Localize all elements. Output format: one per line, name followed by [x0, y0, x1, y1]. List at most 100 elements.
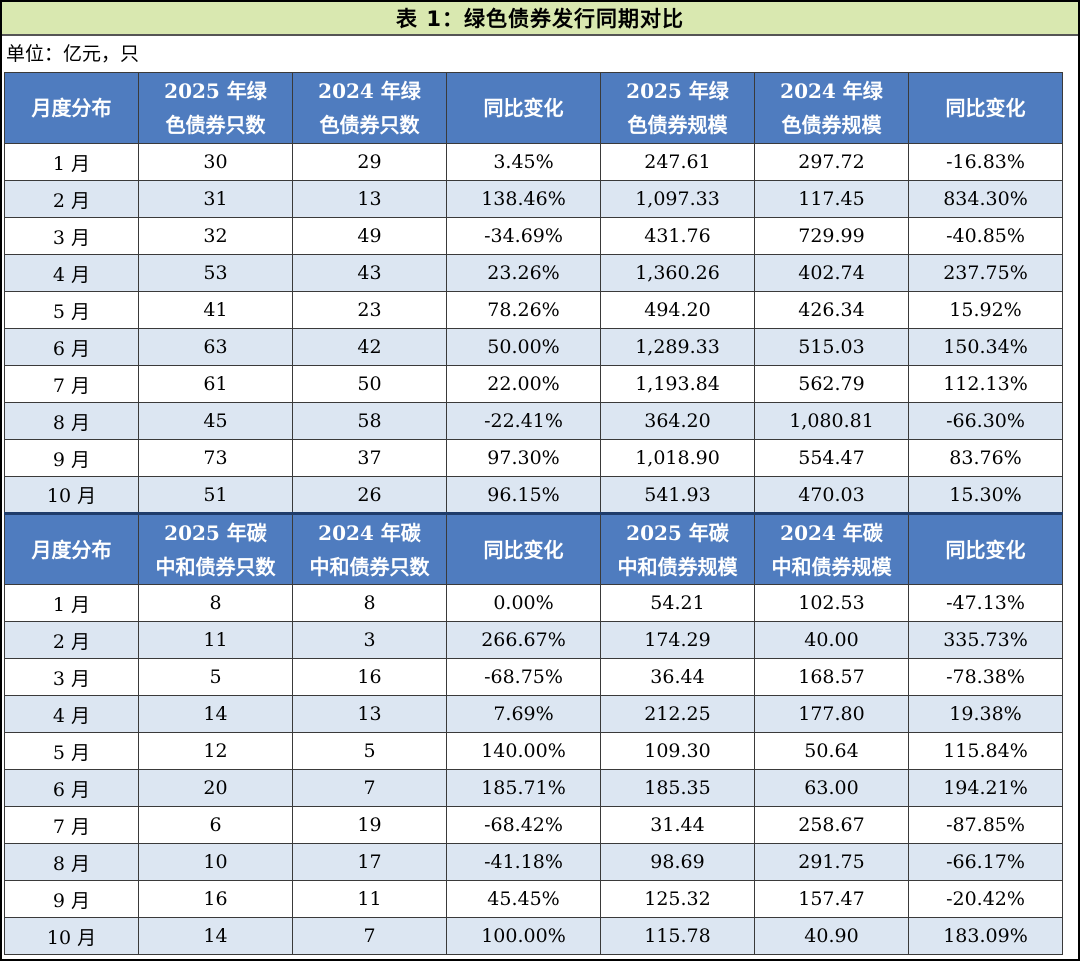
month-cell: 1 月 — [4, 584, 139, 622]
table-row: 6 月 20 7 185.71% 185.35 63.00 194.21% — [4, 769, 1063, 807]
value-cell: 6 — [138, 806, 293, 844]
value-cell: 50.64 — [754, 732, 909, 770]
table-row: 7 月 61 50 22.00% 1,193.84 562.79 112.13% — [4, 365, 1063, 403]
value-cell: 168.57 — [754, 658, 909, 696]
value-cell: 36.44 — [600, 658, 755, 696]
month-cell: 6 月 — [4, 769, 139, 807]
value-cell: 1,193.84 — [600, 365, 755, 403]
column-header: 2024 年碳中和债券只数 — [292, 512, 447, 585]
column-header: 同比变化 — [908, 72, 1063, 144]
month-cell: 4 月 — [4, 695, 139, 733]
value-cell: 26 — [292, 476, 447, 514]
value-cell: 45.45% — [446, 880, 601, 918]
value-cell: -87.85% — [908, 806, 1063, 844]
table-row: 8 月 45 58 -22.41% 364.20 1,080.81 -66.30% — [4, 402, 1063, 440]
value-cell: 11 — [292, 880, 447, 918]
value-cell: 17 — [292, 843, 447, 881]
value-cell: 58 — [292, 402, 447, 440]
table-row: 7 月 6 19 -68.42% 31.44 258.67 -87.85% — [4, 806, 1063, 844]
value-cell: 335.73% — [908, 621, 1063, 659]
value-cell: 19.38% — [908, 695, 1063, 733]
value-cell: 51 — [138, 476, 293, 514]
value-cell: 115.84% — [908, 732, 1063, 770]
column-header-label: 同比变化 — [483, 537, 564, 562]
table-row: 10 月 14 7 100.00% 115.78 40.90 183.09% — [4, 917, 1063, 955]
value-cell: 470.03 — [754, 476, 909, 514]
table-body: 月度分布 2025 年绿色债券只数 2024 年绿色债券只数 同比变化 2025 年绿色… — [4, 72, 1063, 955]
value-cell: 97.30% — [446, 439, 601, 477]
value-cell: 157.47 — [754, 880, 909, 918]
value-cell: 125.32 — [600, 880, 755, 918]
value-cell: 15.30% — [908, 476, 1063, 514]
table-row: 3 月 5 16 -68.75% 36.44 168.57 -78.38% — [4, 658, 1063, 696]
column-header: 2024 年碳中和债券规模 — [754, 512, 909, 585]
value-cell: -20.42% — [908, 880, 1063, 918]
value-cell: -68.42% — [446, 806, 601, 844]
value-cell: 1,360.26 — [600, 254, 755, 292]
value-cell: 31.44 — [600, 806, 755, 844]
value-cell: 834.30% — [908, 180, 1063, 218]
value-cell: 5 — [292, 732, 447, 770]
value-cell: 291.75 — [754, 843, 909, 881]
value-cell: 50.00% — [446, 328, 601, 366]
value-cell: 7 — [292, 917, 447, 955]
column-header: 同比变化 — [446, 72, 601, 144]
value-cell: 12 — [138, 732, 293, 770]
value-cell: 117.45 — [754, 180, 909, 218]
value-cell: 96.15% — [446, 476, 601, 514]
month-cell: 3 月 — [4, 217, 139, 255]
value-cell: 7.69% — [446, 695, 601, 733]
column-header-label: 同比变化 — [945, 96, 1026, 120]
value-cell: -40.85% — [908, 217, 1063, 255]
value-cell: 7 — [292, 769, 447, 807]
value-cell: 0.00% — [446, 584, 601, 622]
month-cell: 3 月 — [4, 658, 139, 696]
value-cell: 16 — [138, 880, 293, 918]
month-cell: 10 月 — [4, 917, 139, 955]
month-cell: 8 月 — [4, 402, 139, 440]
value-cell: 174.29 — [600, 621, 755, 659]
value-cell: 53 — [138, 254, 293, 292]
month-cell: 7 月 — [4, 806, 139, 844]
value-cell: 43 — [292, 254, 447, 292]
value-cell: 29 — [292, 143, 447, 181]
column-header-label: 2024 年碳中和债券只数 — [309, 520, 430, 579]
month-cell: 2 月 — [4, 180, 139, 218]
table-row: 4 月 53 43 23.26% 1,360.26 402.74 237.75% — [4, 254, 1063, 292]
value-cell: 112.13% — [908, 365, 1063, 403]
month-cell: 2 月 — [4, 621, 139, 659]
value-cell: 258.67 — [754, 806, 909, 844]
column-header-label: 2025 年碳中和债券规模 — [617, 520, 738, 579]
column-header: 2024 年绿色债券只数 — [292, 72, 447, 144]
column-header-label: 同比变化 — [945, 537, 1026, 562]
column-header-label: 同比变化 — [483, 96, 564, 120]
value-cell: 402.74 — [754, 254, 909, 292]
value-cell: 54.21 — [600, 584, 755, 622]
column-header: 月度分布 — [4, 512, 139, 585]
table-row: 5 月 41 23 78.26% 494.20 426.34 15.92% — [4, 291, 1063, 329]
value-cell: 150.34% — [908, 328, 1063, 366]
column-header-label: 2024 年绿色债券规模 — [780, 79, 883, 137]
table-row: 1 月 8 8 0.00% 54.21 102.53 -47.13% — [4, 584, 1063, 622]
table-title-text: 表 1：绿色债券发行同期对比 — [396, 7, 684, 31]
month-cell: 5 月 — [4, 291, 139, 329]
column-header-label: 2025 年绿色债券只数 — [164, 79, 267, 137]
value-cell: 115.78 — [600, 917, 755, 955]
value-cell: 23.26% — [446, 254, 601, 292]
table-row: 8 月 10 17 -41.18% 98.69 291.75 -66.17% — [4, 843, 1063, 881]
value-cell: 729.99 — [754, 217, 909, 255]
table-row: 9 月 73 37 97.30% 1,018.90 554.47 83.76% — [4, 439, 1063, 477]
column-header: 2025 年碳中和债券只数 — [138, 512, 293, 585]
column-header: 月度分布 — [4, 72, 139, 144]
value-cell: 20 — [138, 769, 293, 807]
green-bond-header-row: 月度分布 2025 年绿色债券只数 2024 年绿色债券只数 同比变化 2025 年绿色… — [4, 72, 1063, 144]
value-cell: 1,018.90 — [600, 439, 755, 477]
value-cell: 364.20 — [600, 402, 755, 440]
month-cell: 7 月 — [4, 365, 139, 403]
column-header-label: 2025 年绿色债券规模 — [626, 79, 729, 137]
column-header: 2024 年绿色债券规模 — [754, 72, 909, 144]
value-cell: 1,097.33 — [600, 180, 755, 218]
month-cell: 6 月 — [4, 328, 139, 366]
value-cell: 73 — [138, 439, 293, 477]
